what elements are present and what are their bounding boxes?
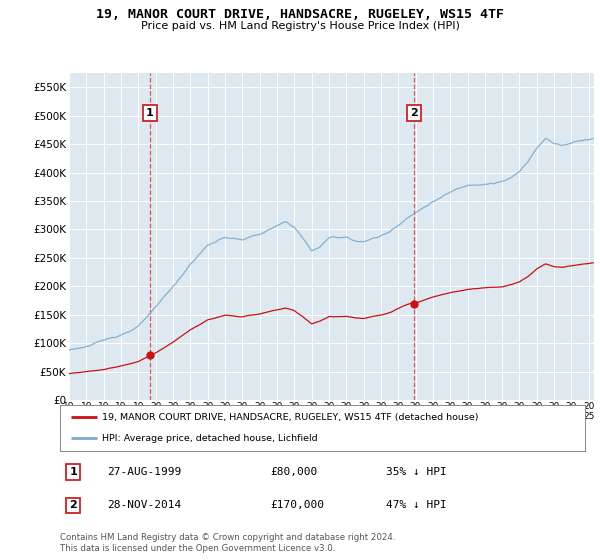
Text: 1: 1 (69, 467, 77, 477)
Text: 27-AUG-1999: 27-AUG-1999 (107, 467, 182, 477)
Text: £80,000: £80,000 (270, 467, 317, 477)
Text: 28-NOV-2014: 28-NOV-2014 (107, 501, 182, 510)
Text: 2: 2 (410, 108, 418, 118)
Text: Contains HM Land Registry data © Crown copyright and database right 2024.
This d: Contains HM Land Registry data © Crown c… (60, 533, 395, 553)
Text: 1: 1 (146, 108, 154, 118)
Text: 19, MANOR COURT DRIVE, HANDSACRE, RUGELEY, WS15 4TF (detached house): 19, MANOR COURT DRIVE, HANDSACRE, RUGELE… (102, 413, 479, 422)
Text: 2: 2 (69, 501, 77, 510)
Text: 47% ↓ HPI: 47% ↓ HPI (386, 501, 446, 510)
Text: HPI: Average price, detached house, Lichfield: HPI: Average price, detached house, Lich… (102, 434, 317, 443)
Text: £170,000: £170,000 (270, 501, 324, 510)
Text: 19, MANOR COURT DRIVE, HANDSACRE, RUGELEY, WS15 4TF: 19, MANOR COURT DRIVE, HANDSACRE, RUGELE… (96, 8, 504, 21)
Text: 35% ↓ HPI: 35% ↓ HPI (386, 467, 446, 477)
Text: Price paid vs. HM Land Registry's House Price Index (HPI): Price paid vs. HM Land Registry's House … (140, 21, 460, 31)
